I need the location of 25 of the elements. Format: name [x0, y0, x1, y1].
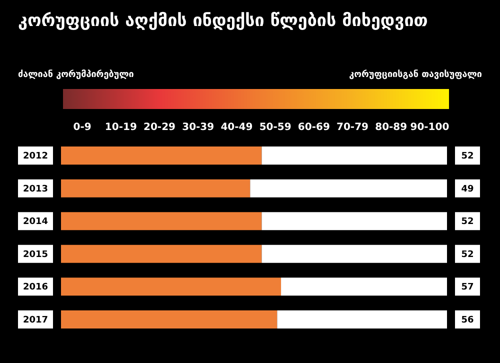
y-tick-label: 2017 — [22, 315, 48, 326]
text: 30-39 — [182, 122, 214, 133]
text: 0-9 — [73, 122, 92, 133]
data-label: 56 — [461, 315, 474, 326]
data-label: 49 — [461, 184, 474, 194]
text: 20-29 — [144, 122, 176, 133]
data-label: 52 — [461, 250, 474, 260]
text: 80-89 — [375, 122, 408, 133]
data-label: 57 — [461, 282, 474, 293]
text: 70-79 — [336, 122, 369, 133]
text: 60-69 — [298, 122, 330, 133]
text: 50-59 — [259, 122, 292, 133]
chart-title: კორუფციის აღქმის ინდექსი წლების მიხედვით — [18, 11, 428, 31]
data-label: 52 — [461, 217, 474, 228]
text: 10-19 — [104, 122, 137, 133]
data-label: 52 — [461, 152, 474, 162]
y-tick-label: 2015 — [22, 250, 48, 260]
text: ძალიან კორუმპირებული — [18, 69, 134, 80]
y-tick-label: 2012 — [22, 152, 48, 162]
y-tick-label: 2014 — [22, 217, 48, 228]
y-tick-label: 2016 — [22, 282, 48, 293]
text: 90-100 — [410, 122, 450, 133]
text: კორუფციისგან თავისუფალი — [349, 69, 482, 80]
text: 40-49 — [220, 122, 253, 133]
y-tick-label: 2013 — [22, 184, 48, 194]
